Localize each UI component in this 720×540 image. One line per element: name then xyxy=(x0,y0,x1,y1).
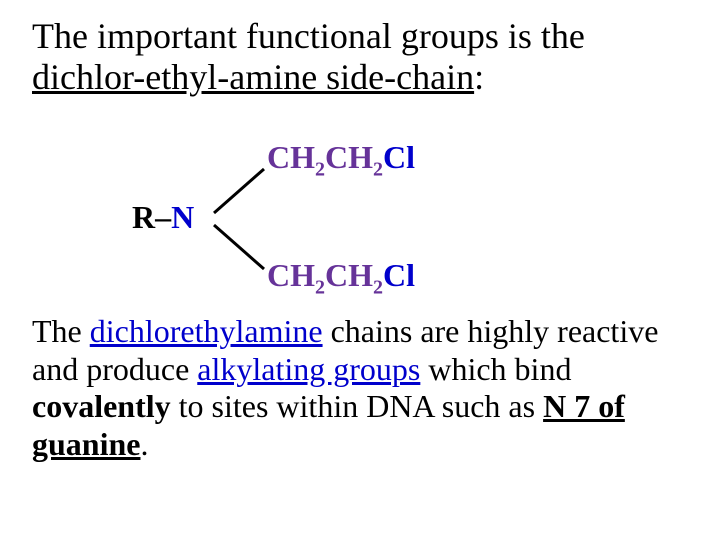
heading: The important functional groups is the d… xyxy=(32,16,688,99)
chain-bottom: CH2CH2Cl xyxy=(267,257,415,299)
para-text: . xyxy=(140,426,148,462)
para-key-dichlorethylamine: dichlorethylamine xyxy=(90,313,323,349)
cl-label: Cl xyxy=(383,139,415,175)
structure-diagram: R–N CH2CH2Cl CH2CH2Cl xyxy=(92,121,688,301)
n-label: N xyxy=(171,199,194,235)
sub-label: 2 xyxy=(315,276,325,298)
para-text: which bind xyxy=(420,351,571,387)
ch2-label: CH xyxy=(267,257,315,293)
body-paragraph: The dichlorethylamine chains are highly … xyxy=(32,313,688,464)
para-key-covalently: covalently xyxy=(32,388,171,424)
ch2-label: CH xyxy=(325,139,373,175)
sub-label: 2 xyxy=(373,158,383,180)
para-text: to sites within DNA such as xyxy=(171,388,543,424)
r-label: R xyxy=(132,199,155,235)
heading-suffix: : xyxy=(474,57,484,97)
chain-top: CH2CH2Cl xyxy=(267,139,415,181)
sub-label: 2 xyxy=(373,276,383,298)
sub-label: 2 xyxy=(315,158,325,180)
heading-prefix: The important functional groups is the xyxy=(32,16,585,56)
cl-label: Cl xyxy=(383,257,415,293)
para-text: The xyxy=(32,313,90,349)
ch2-label: CH xyxy=(267,139,315,175)
ch2-label: CH xyxy=(325,257,373,293)
r-n-label: R–N xyxy=(132,199,194,236)
heading-key-term: dichlor-ethyl-amine side-chain xyxy=(32,57,474,97)
para-key-alkylating: alkylating groups xyxy=(197,351,420,387)
